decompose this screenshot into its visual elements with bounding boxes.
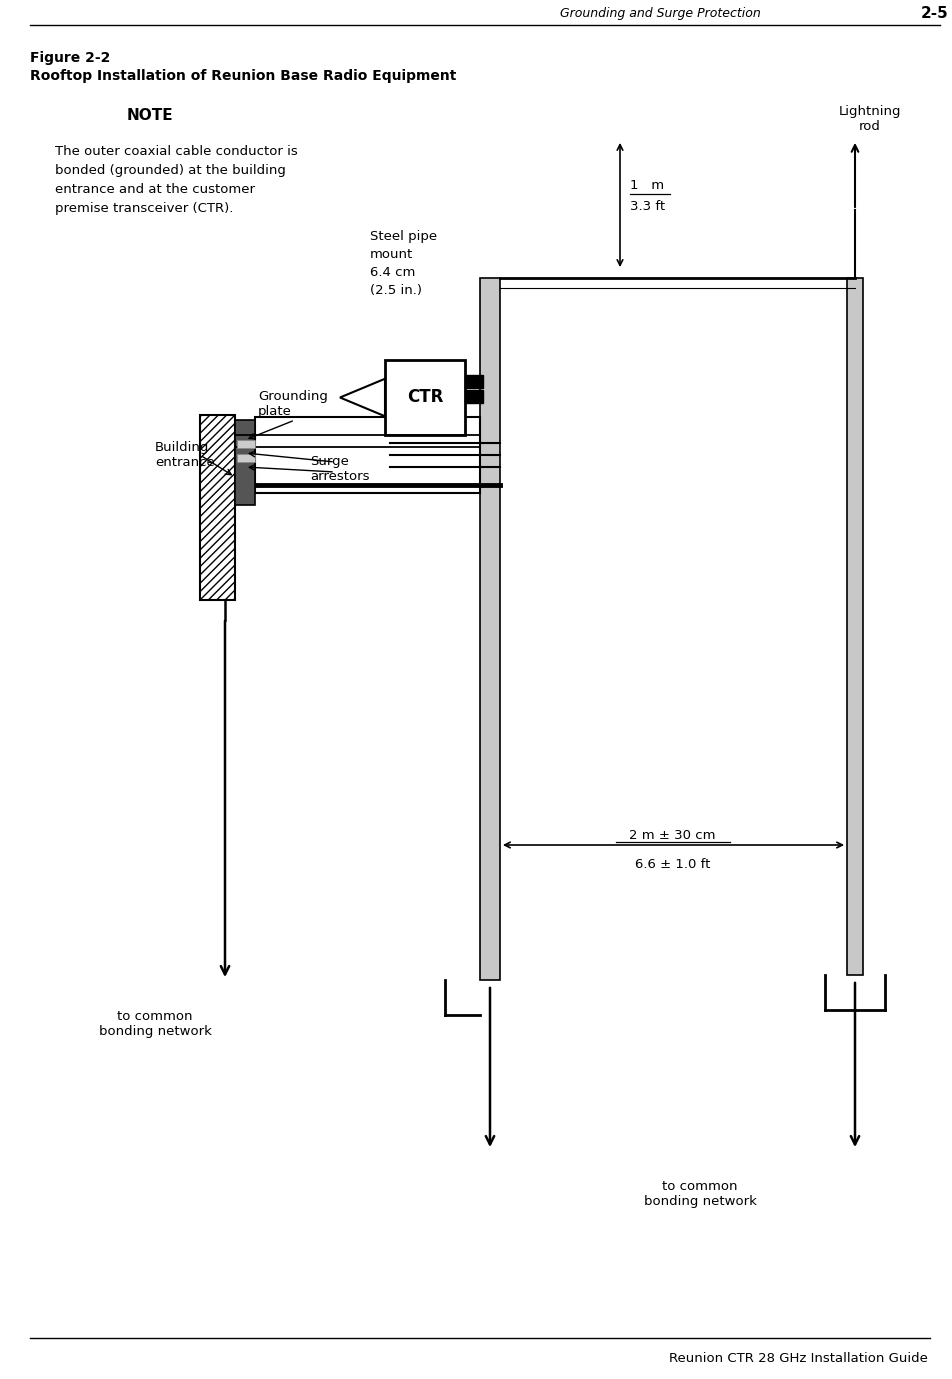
Bar (480, 279, 500, 980)
Text: The outer coaxial cable conductor is
bonded (grounded) at the building
entrance : The outer coaxial cable conductor is bon… (55, 145, 298, 215)
Text: 6.6 ± 1.0 ft: 6.6 ± 1.0 ft (635, 858, 710, 872)
Bar (200, 415, 235, 600)
Text: 2-5: 2-5 (922, 6, 949, 21)
Text: 3.3 ft: 3.3 ft (630, 200, 665, 212)
Text: Reunion CTR 28 GHz Installation Guide: Reunion CTR 28 GHz Installation Guide (669, 1351, 928, 1364)
Text: Grounding
plate: Grounding plate (258, 390, 327, 418)
Text: 1   m: 1 m (630, 179, 664, 192)
Text: Building
entrance: Building entrance (155, 441, 215, 469)
Bar (237, 454, 255, 462)
Bar (235, 421, 255, 505)
Text: to common
bonding network: to common bonding network (99, 1009, 211, 1038)
Text: NOTE: NOTE (127, 108, 173, 123)
Bar (847, 279, 863, 975)
Bar (465, 375, 483, 387)
Text: Figure 2-2: Figure 2-2 (30, 51, 110, 65)
Text: Surge
arrestors: Surge arrestors (310, 455, 369, 483)
Text: to common
bonding network: to common bonding network (644, 1180, 757, 1208)
Text: Rooftop Installation of Reunion Base Radio Equipment: Rooftop Installation of Reunion Base Rad… (30, 69, 456, 83)
Text: CTR: CTR (407, 389, 444, 407)
Text: 2 m ± 30 cm: 2 m ± 30 cm (629, 829, 716, 843)
Polygon shape (340, 379, 385, 416)
Bar (255, 416, 480, 494)
Bar (465, 390, 483, 403)
Text: Grounding and Surge Protection: Grounding and Surge Protection (560, 7, 761, 19)
Bar (237, 440, 255, 448)
Text: Lightning
rod: Lightning rod (839, 105, 902, 132)
Text: Steel pipe
mount
6.4 cm
(2.5 in.): Steel pipe mount 6.4 cm (2.5 in.) (370, 230, 437, 296)
Bar (385, 360, 465, 434)
